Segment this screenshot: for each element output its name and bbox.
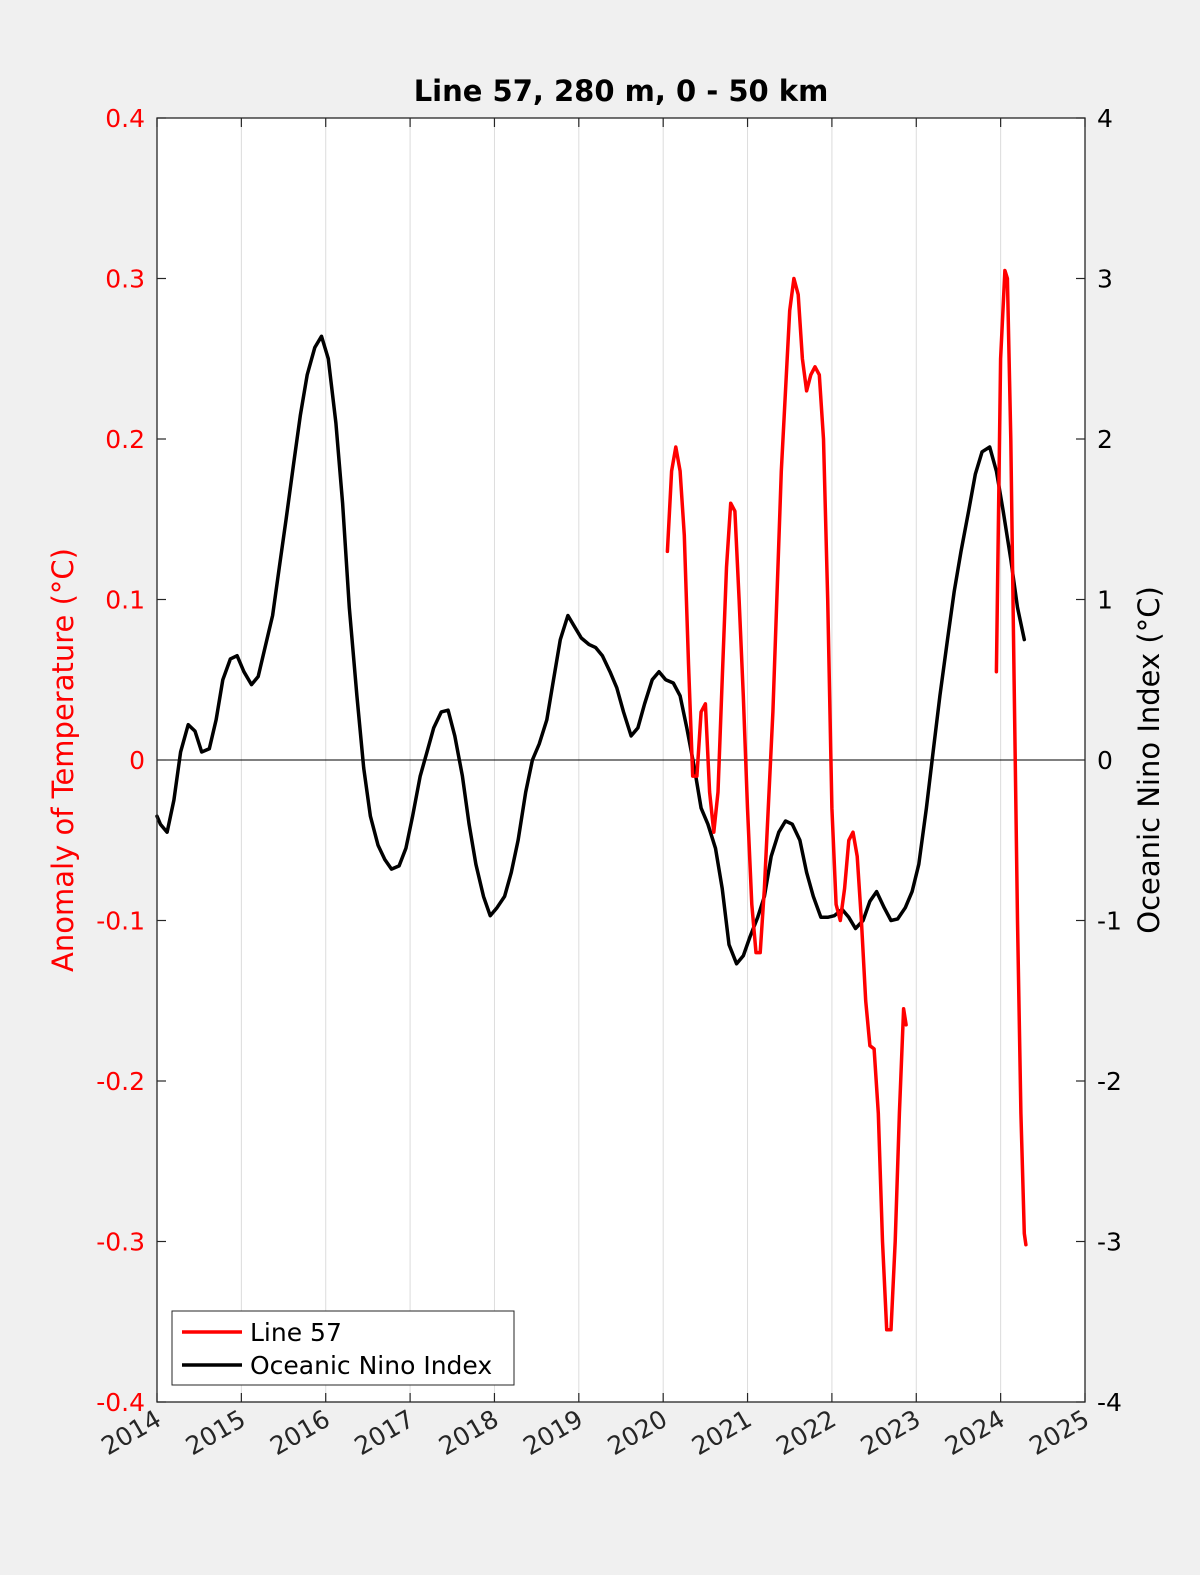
left-y-tick-label: 0.4 (105, 104, 145, 133)
left-y-tick-label: -0.2 (96, 1067, 145, 1096)
right-y-tick-label: -4 (1097, 1388, 1122, 1417)
right-y-tick-labels: -4 -3 -2 -1 0 1 2 3 4 (1097, 104, 1122, 1417)
left-y-tick-label: -0.3 (96, 1228, 145, 1257)
series-line-line-57 (665, 276, 908, 1332)
right-y-tick-label: -1 (1097, 907, 1122, 936)
left-y-tick-label: 0.3 (105, 265, 145, 294)
left-y-tick-labels: -0.4 -0.3 -0.2 -0.1 0 0.1 0.2 0.3 0.4 (96, 104, 145, 1417)
right-y-tick-label: 4 (1097, 104, 1113, 133)
left-y-tick-label: -0.1 (96, 907, 145, 936)
right-y-tick-label: -3 (1097, 1228, 1122, 1257)
series-line-oceanic-nino-index (155, 334, 1027, 966)
series-layer (155, 268, 1028, 1332)
left-y-tick-label: -0.4 (96, 1388, 145, 1417)
series-line-line-57 (994, 268, 1028, 1247)
right-y-tick-label: 0 (1097, 746, 1113, 775)
legend-label-line-57: Line 57 (250, 1318, 342, 1347)
axis-ticks (156, 117, 1086, 1403)
legend-label-oni: Oceanic Nino Index (250, 1351, 492, 1380)
left-y-tick-label: 0 (129, 746, 145, 775)
right-y-tick-label: -2 (1097, 1067, 1122, 1096)
right-y-axis-label: Oceanic Nino Index (°C) (1132, 586, 1166, 934)
right-y-tick-label: 1 (1097, 586, 1113, 615)
legend-box (171, 1310, 515, 1386)
chart-title: Line 57, 280 m, 0 - 50 km (414, 74, 829, 108)
legend: Line 57 Oceanic Nino Index (171, 1310, 515, 1386)
left-y-axis-label: Anomaly of Temperature (°C) (46, 548, 80, 972)
right-y-tick-label: 2 (1097, 425, 1113, 454)
left-y-tick-label: 0.2 (105, 425, 145, 454)
left-y-tick-label: 0.1 (105, 586, 145, 615)
right-y-tick-label: 3 (1097, 265, 1113, 294)
